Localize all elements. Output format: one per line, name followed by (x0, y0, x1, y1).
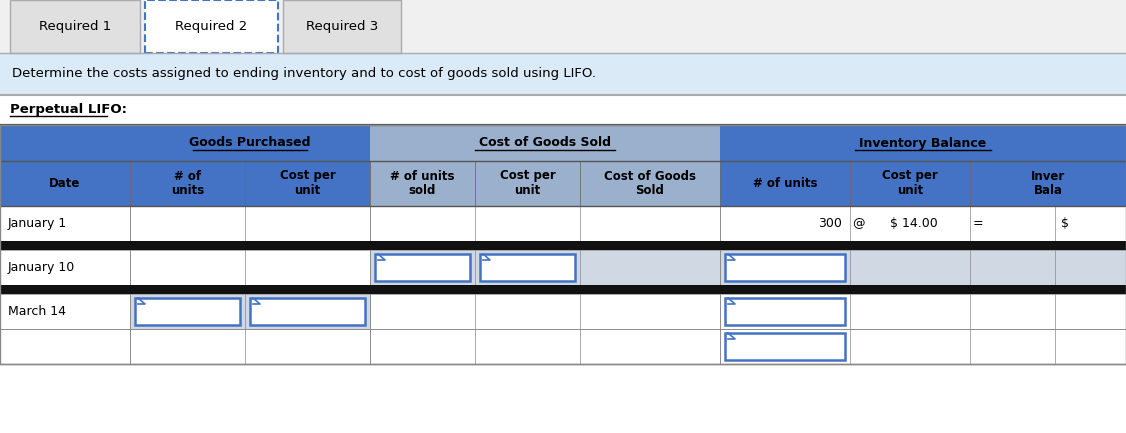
Bar (0, 0, 1126, 53)
Text: $: $ (1061, 217, 1069, 230)
Bar (250, 298, 365, 325)
Bar (283, 0, 401, 53)
Text: @: @ (851, 217, 865, 230)
Bar (720, 125, 1126, 161)
Bar (0, 241, 1126, 250)
Bar (0, 294, 129, 329)
Bar (129, 161, 245, 206)
Text: Cost of Goods Sold: Cost of Goods Sold (479, 136, 611, 149)
Bar (370, 161, 475, 206)
Bar (370, 250, 720, 285)
Bar (375, 254, 470, 281)
Text: # of
units: # of units (171, 169, 204, 197)
Bar (0, 95, 1126, 125)
Bar (720, 250, 1126, 285)
Bar (475, 161, 580, 206)
Bar (580, 161, 720, 206)
Bar (969, 161, 1126, 206)
Text: # of units
sold: # of units sold (391, 169, 455, 197)
Text: Cost per
unit: Cost per unit (882, 169, 938, 197)
Bar (720, 206, 1126, 241)
Text: Perpetual LIFO:: Perpetual LIFO: (10, 103, 127, 116)
Bar (129, 206, 370, 241)
Bar (720, 329, 1126, 364)
Bar (0, 250, 129, 285)
Text: Goods Purchased: Goods Purchased (189, 136, 311, 149)
Bar (0, 161, 129, 206)
Bar (725, 254, 844, 281)
Bar (145, 0, 278, 53)
Bar (129, 329, 370, 364)
Bar (0, 329, 129, 364)
Text: January 1: January 1 (8, 217, 68, 230)
Text: Required 2: Required 2 (176, 20, 248, 33)
Bar (129, 250, 370, 285)
Bar (0, 206, 129, 241)
Bar (0, 125, 370, 161)
Text: Date: Date (50, 177, 81, 190)
Bar (245, 161, 370, 206)
Text: January 10: January 10 (8, 261, 75, 274)
Bar (370, 206, 720, 241)
Text: $ 14.00: $ 14.00 (891, 217, 938, 230)
Bar (850, 161, 969, 206)
Text: Required 1: Required 1 (39, 20, 111, 33)
Bar (10, 0, 140, 53)
Bar (0, 125, 1126, 364)
Bar (725, 333, 844, 360)
Text: March 14: March 14 (8, 305, 66, 318)
Text: Determine the costs assigned to ending inventory and to cost of goods sold using: Determine the costs assigned to ending i… (12, 68, 596, 81)
Text: 300: 300 (819, 217, 842, 230)
Text: Inventory Balance: Inventory Balance (859, 136, 986, 149)
Text: Cost per
unit: Cost per unit (279, 169, 336, 197)
Bar (129, 294, 370, 329)
Bar (0, 285, 1126, 294)
Bar (370, 294, 720, 329)
Text: Inver
Bala: Inver Bala (1031, 169, 1065, 197)
Bar (370, 125, 720, 161)
Bar (480, 254, 575, 281)
Text: # of units: # of units (753, 177, 817, 190)
Bar (720, 161, 850, 206)
Text: Cost per
unit: Cost per unit (500, 169, 555, 197)
Bar (720, 294, 1126, 329)
Bar (135, 298, 240, 325)
Text: Cost of Goods
Sold: Cost of Goods Sold (604, 169, 696, 197)
Text: =: = (973, 217, 983, 230)
Bar (370, 329, 720, 364)
Bar (725, 298, 844, 325)
Bar (0, 53, 1126, 95)
Text: Required 3: Required 3 (306, 20, 378, 33)
